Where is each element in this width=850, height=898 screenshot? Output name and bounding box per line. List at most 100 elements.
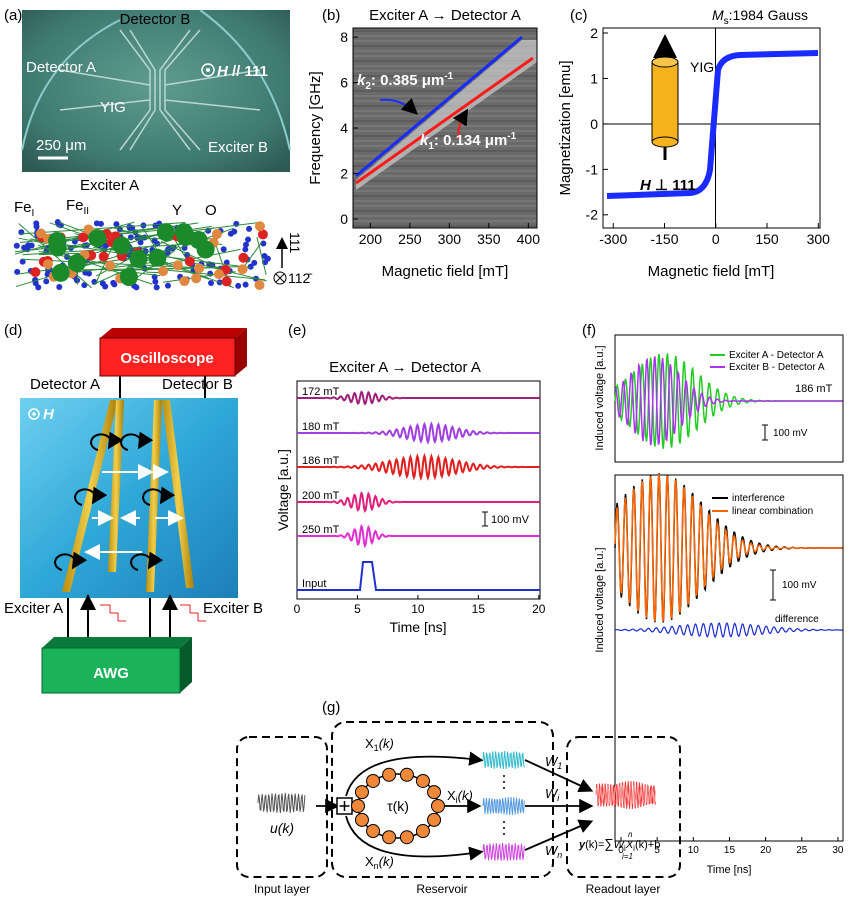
sum-bottom: i=1 (622, 852, 633, 861)
atom (261, 252, 268, 259)
node (415, 773, 430, 788)
atom (25, 242, 32, 249)
x-axis-label: Magnetic field [mT] (382, 263, 509, 280)
stripe (353, 60, 537, 62)
rest: (k) (379, 854, 394, 869)
stripe (353, 155, 537, 157)
label: Wn (545, 843, 562, 860)
stripe (353, 190, 537, 192)
plot-frame (602, 27, 821, 229)
atom (30, 267, 41, 278)
waveform (297, 421, 540, 445)
atom (156, 223, 175, 242)
bond (244, 241, 263, 267)
atom (35, 284, 42, 291)
crystal-structure (13, 219, 271, 291)
atom (260, 240, 267, 247)
waveform (595, 784, 656, 805)
stripe (353, 180, 537, 182)
label: u(k) (270, 820, 294, 836)
node (427, 785, 442, 800)
y-tick-label: 6 (340, 74, 348, 90)
waveform (482, 797, 525, 815)
sub: i (557, 793, 560, 803)
stripe (353, 135, 537, 137)
waveform (297, 452, 540, 482)
trace-label: 186 mT (302, 455, 340, 467)
node (354, 785, 369, 800)
label: FeI (14, 199, 34, 219)
waveform (482, 842, 525, 861)
stripe (353, 205, 537, 207)
awg-box (41, 637, 192, 694)
annotation: k1: 0.134 μm-1 (420, 131, 517, 152)
panel-label: (d) (4, 322, 22, 339)
waveform (297, 561, 540, 591)
bond (160, 241, 226, 272)
text: W (545, 786, 559, 801)
atom (14, 268, 21, 275)
panel-label: (b) (322, 7, 340, 24)
label: FeII (66, 197, 89, 217)
node (415, 824, 430, 839)
label: YIG (100, 99, 126, 116)
x-tick-label: 0 (712, 231, 720, 247)
stripe (353, 85, 537, 87)
dot (503, 821, 505, 823)
sum-top: n (628, 830, 633, 839)
node (399, 767, 414, 782)
atom (13, 242, 20, 249)
label: H ⊥ 111 (640, 177, 696, 194)
text: : 0.385 μm (371, 72, 444, 89)
sub: 2 (365, 81, 371, 92)
y-tick-label: -2 (586, 207, 599, 223)
waveform (614, 474, 843, 622)
x-tick-label: 400 (517, 231, 541, 247)
k: k (357, 72, 366, 89)
y-axis-label: Induced voltage [a.u.] (594, 345, 606, 450)
sub: I (32, 208, 35, 219)
stripe (353, 30, 537, 32)
atom (78, 232, 89, 243)
node (354, 812, 369, 827)
label: Detector B (162, 376, 233, 393)
atom (43, 278, 50, 285)
label: YIG (690, 59, 714, 75)
label: Wi (545, 786, 560, 803)
sub: II (84, 206, 90, 217)
label: Reservoir (416, 882, 467, 896)
atom (235, 282, 242, 289)
label: τ(k) (387, 798, 409, 814)
x-tick-label: 10 (688, 845, 700, 856)
sub: 1 (428, 141, 434, 152)
text: X (447, 788, 456, 803)
label: Input layer (254, 882, 310, 896)
y-tick-label: -1 (586, 161, 599, 177)
stripe (353, 95, 537, 97)
y-tick-label: 0 (340, 211, 348, 227)
atom (221, 276, 232, 287)
atom (247, 263, 254, 270)
label: Xn(k) (365, 854, 394, 871)
stripe (353, 145, 537, 147)
label: X1(k) (365, 736, 394, 753)
atom (88, 229, 107, 248)
stripe (353, 80, 537, 82)
dot (503, 781, 505, 783)
x-tick-label: 5 (354, 602, 361, 616)
trace-label: 250 mT (302, 524, 340, 536)
atom (56, 284, 63, 291)
atom (81, 282, 88, 289)
label: Exciter A (4, 600, 63, 617)
y: y (578, 839, 586, 851)
k: k (420, 132, 429, 149)
node (399, 830, 414, 845)
legend-entry: interference (732, 493, 785, 504)
node (382, 830, 397, 845)
scale-bar: 250 μm (36, 137, 86, 154)
node (351, 799, 365, 813)
stripe (353, 170, 537, 172)
stripe (353, 35, 537, 37)
sup: -1 (507, 131, 516, 142)
x-tick-label: 150 (755, 231, 779, 247)
